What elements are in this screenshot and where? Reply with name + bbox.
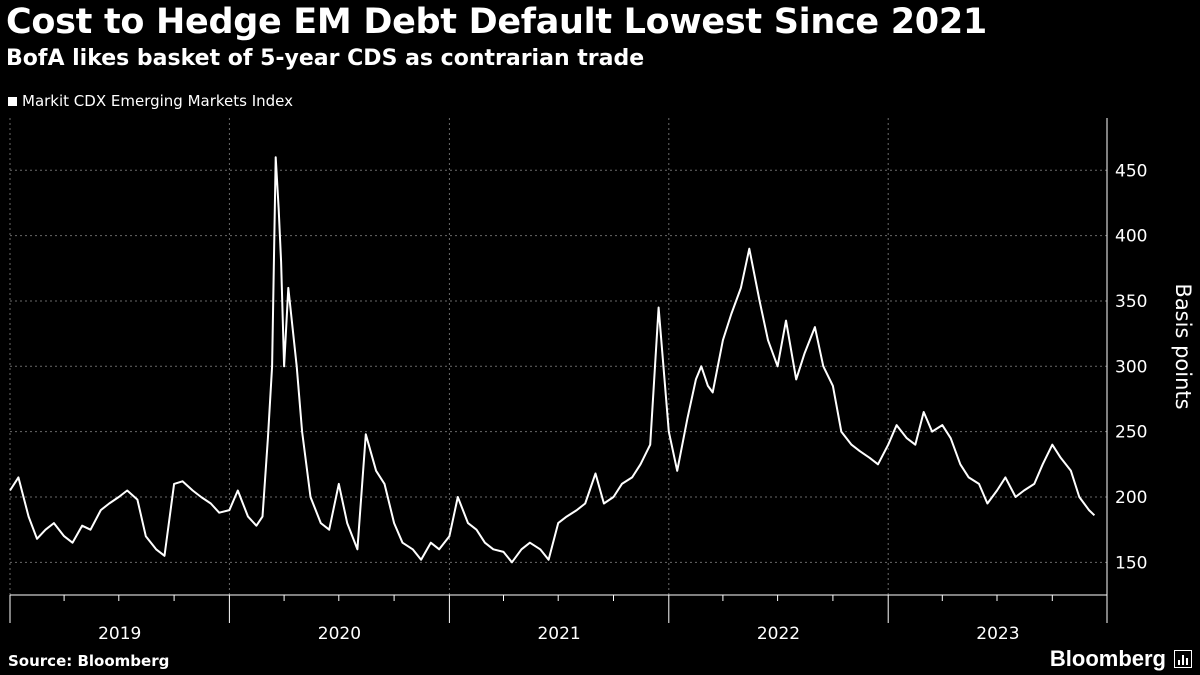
brand-logo: Bloomberg xyxy=(1050,646,1192,672)
bar-chart-icon xyxy=(1174,650,1192,668)
x-tick-label: 2022 xyxy=(757,624,800,644)
x-tick-label: 2019 xyxy=(98,624,141,644)
x-tick-label: 2023 xyxy=(976,624,1019,644)
legend-label: Markit CDX Emerging Markets Index xyxy=(22,92,294,110)
y-tick-label: 450 xyxy=(1115,161,1147,181)
chart-subtitle: BofA likes basket of 5-year CDS as contr… xyxy=(6,46,645,71)
source-note: Source: Bloomberg xyxy=(8,652,170,670)
y-tick-label: 350 xyxy=(1115,292,1147,312)
y-tick-label: 400 xyxy=(1115,227,1147,247)
series-line-0 xyxy=(9,156,1096,564)
y-axis-label: Basis points xyxy=(1171,283,1195,409)
y-tick-label: 150 xyxy=(1115,553,1147,573)
x-tick-label: 2020 xyxy=(318,624,361,644)
x-tick-label: 2021 xyxy=(537,624,580,644)
brand-name: Bloomberg xyxy=(1049,646,1166,671)
y-tick-label: 300 xyxy=(1115,357,1147,377)
y-tick-label: 200 xyxy=(1115,488,1147,508)
legend-swatch-icon xyxy=(8,96,17,106)
y-tick-label: 250 xyxy=(1115,423,1147,443)
legend: Markit CDX Emerging Markets Index xyxy=(8,92,293,110)
chart-title: Cost to Hedge EM Debt Default Lowest Sin… xyxy=(6,2,987,42)
